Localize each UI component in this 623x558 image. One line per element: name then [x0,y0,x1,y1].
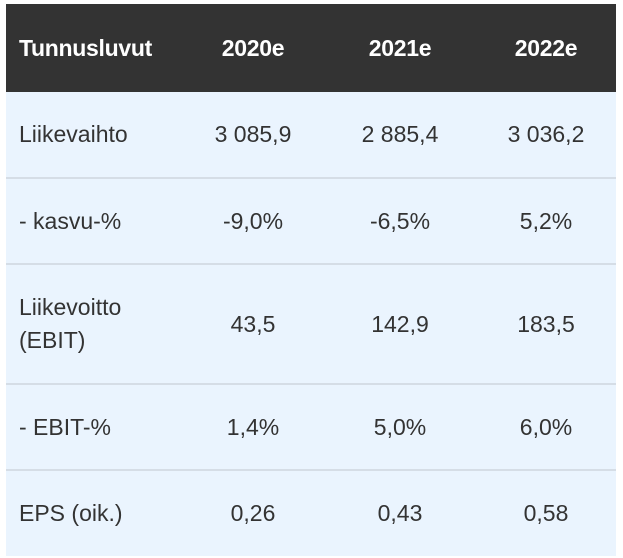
table-row: - kasvu-% -9,0% -6,5% 5,2% [6,177,616,264]
header-year-2020e: 2020e [221,34,285,61]
row-label-revenue: Liikevaihto [19,121,128,147]
table-row: Liikevaihto 3 085,9 2 885,4 3 036,2 [6,92,616,178]
table-row: - EBIT-% 1,4% 5,0% 6,0% [6,383,616,470]
cell-growth-2022e: 5,2% [476,177,616,264]
row-label-eps: EPS (oik.) [6,469,182,556]
cell-revenue-2022e: 3 036,2 [507,121,585,147]
cell-eps-2021e: 0,43 [324,469,476,556]
cell-eps-2020e: 0,26 [182,469,324,556]
cell-ebit-margin-2021e: 5,0% [324,383,476,470]
cell-ebit-2020e: 43,5 [182,263,324,384]
table-row: Liikevoitto (EBIT) 43,5 142,9 183,5 [6,263,616,384]
table-body: Liikevaihto 3 085,9 2 885,4 3 036,2 - ka… [6,92,616,556]
cell-revenue-2021e: 2 885,4 [361,121,439,147]
header-year-2022e: 2022e [514,34,578,61]
cell-ebit-margin-2020e: 1,4% [182,383,324,470]
cell-growth-2020e: -9,0% [182,177,324,264]
cell-ebit-2022e: 183,5 [476,263,616,384]
cell-eps-2022e: 0,58 [476,469,616,556]
cell-growth-2021e: -6,5% [324,177,476,264]
header-year-2021e: 2021e [368,34,432,61]
row-label-ebit-line1: Liikevoitto [19,294,122,320]
cell-ebit-2021e: 142,9 [324,263,476,384]
key-figures-table-container: Tunnusluvut 2020e 2021e 2022e Liikevaiht… [6,4,616,557]
row-label-growth: - kasvu-% [6,177,182,264]
cell-revenue-2020e: 3 085,9 [214,121,292,147]
row-label-ebit: Liikevoitto (EBIT) [6,263,182,384]
key-figures-table: Tunnusluvut 2020e 2021e 2022e Liikevaiht… [6,4,616,556]
header-label-column: Tunnusluvut [19,34,152,61]
row-label-ebit-line2: (EBIT) [19,327,86,353]
cell-ebit-margin-2022e: 6,0% [476,383,616,470]
header-row: Tunnusluvut 2020e 2021e 2022e [6,4,616,92]
table-header: Tunnusluvut 2020e 2021e 2022e [6,4,616,92]
table-row: EPS (oik.) 0,26 0,43 0,58 [6,469,616,556]
row-label-ebit-margin: - EBIT-% [6,383,182,470]
